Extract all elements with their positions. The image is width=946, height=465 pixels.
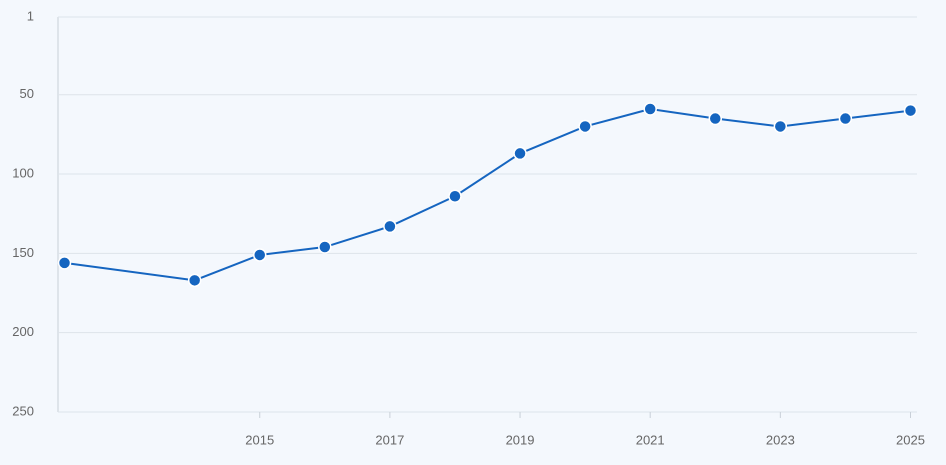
x-tick-label: 2025 [896,432,925,447]
y-tick-label: 150 [12,245,34,260]
point [643,102,657,116]
point [252,248,267,262]
y-tick-label: 1 [27,8,34,23]
x-tick-label: 2019 [506,432,535,447]
y-tick-label: 50 [20,86,34,101]
point [578,119,592,134]
y-tick-label: 250 [12,403,34,418]
point [448,189,462,204]
point [773,119,788,134]
point [903,103,918,118]
line [64,107,911,282]
y-tick-label: 200 [12,324,34,339]
x-tick-label: 2021 [636,432,665,447]
point [318,240,332,254]
point [513,146,527,161]
x-tick-label: 2017 [375,432,404,447]
point [838,111,853,126]
point [57,256,72,270]
point [708,111,723,126]
x-tick-label: 2015 [245,432,274,447]
point [187,273,202,288]
x-tick-label: 2023 [766,432,795,447]
point [383,219,397,234]
y-tick-label: 100 [12,165,34,180]
